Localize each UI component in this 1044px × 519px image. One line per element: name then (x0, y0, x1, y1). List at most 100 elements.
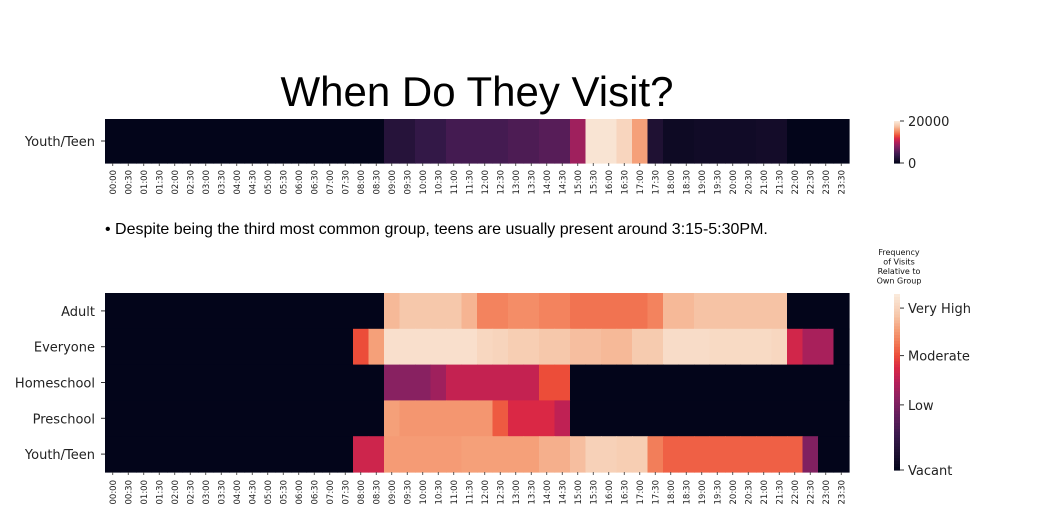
heatmap-cell (291, 293, 308, 330)
x-tick-label: 18:30 (682, 170, 692, 195)
heatmap-cell (570, 400, 587, 437)
colorbar-segment (894, 440, 900, 445)
heatmap-cell (229, 400, 246, 437)
heatmap-cell (508, 293, 525, 330)
heatmap-cell (229, 364, 246, 401)
heatmap-cell (430, 293, 447, 330)
colorbar-segment (894, 455, 900, 459)
x-tick-label: 07:00 (326, 480, 336, 505)
heatmap-cell (461, 400, 478, 437)
heatmap-cell (771, 400, 788, 437)
heatmap-cell (508, 436, 525, 473)
heatmap-cell (647, 436, 664, 473)
heatmap-cell (725, 293, 742, 330)
heatmap-cell (601, 364, 618, 401)
heatmap-cell (663, 400, 680, 437)
colorbar-segment (894, 123, 900, 125)
colorbar-segment (894, 452, 900, 456)
x-tick-label: 18:00 (667, 170, 677, 195)
heatmap-cell (306, 293, 323, 330)
heatmap-cell (601, 436, 618, 473)
heatmap-cell (678, 293, 695, 330)
heatmap-cell (616, 400, 633, 437)
colorbar-tick-label: Very High (908, 302, 971, 317)
heatmap-cell (136, 364, 153, 401)
heatmap-cell (740, 328, 757, 366)
colorbar-segment (894, 151, 900, 154)
colorbar-segment (894, 142, 900, 144)
heatmap-cell (740, 400, 757, 437)
heatmap-cell (554, 364, 571, 401)
x-tick-label: 06:30 (310, 170, 320, 195)
heatmap-cell (446, 400, 463, 437)
x-tick-label: 21:30 (775, 170, 785, 195)
colorbar-segment (894, 434, 900, 439)
heatmap-cell (570, 293, 587, 330)
colorbar-segment (894, 417, 900, 421)
colorbar-segment (894, 390, 900, 395)
heatmap-cell (120, 328, 137, 366)
x-tick-label: 15:00 (574, 170, 584, 195)
heatmap-cell (213, 436, 230, 473)
colorbar-segment (894, 393, 900, 398)
x-tick-label: 15:30 (589, 480, 599, 505)
heatmap-cell (275, 436, 292, 473)
heatmap-cell (167, 400, 184, 437)
colorbar-segment (894, 134, 900, 136)
heatmap-cell (275, 364, 292, 401)
heatmap-cell (430, 364, 447, 401)
heatmap-cell (756, 400, 773, 437)
heatmap-cell (430, 400, 447, 437)
colorbar-segment (894, 367, 900, 371)
colorbar-segment (894, 302, 900, 307)
x-tick-label: 16:00 (605, 480, 615, 505)
x-tick-label: 16:30 (620, 480, 630, 505)
colorbar-segment (894, 338, 900, 342)
colorbar-segment (894, 332, 900, 336)
colorbar-segment (894, 151, 900, 153)
heatmap-cell (167, 328, 184, 366)
colorbar-segment (894, 158, 900, 161)
heatmap-cell (663, 364, 680, 401)
colorbar-segment (894, 149, 900, 151)
heatmap-cell (632, 293, 649, 330)
colorbar-segment (894, 376, 900, 380)
x-tick-label: 04:30 (248, 170, 258, 195)
heatmap-cell (787, 328, 804, 366)
heatmap-cell (771, 364, 788, 401)
heatmap-cell (756, 119, 773, 164)
colorbar-segment (894, 358, 900, 363)
heatmap-cell (632, 328, 649, 366)
heatmap-cell (694, 400, 711, 437)
x-tick-label: 08:00 (357, 480, 367, 505)
colorbar-segment (894, 130, 900, 132)
heatmap-cell (833, 119, 850, 164)
heatmap-cell (244, 293, 261, 330)
heatmap-cell (136, 436, 153, 473)
x-tick-label: 03:30 (217, 480, 227, 505)
heatmap-cell (616, 436, 633, 473)
colorbar-segment (894, 379, 900, 383)
heatmap-cell (446, 293, 463, 330)
heatmap-cell (570, 119, 587, 164)
heatmap-cell (322, 119, 339, 164)
colorbar-segment (894, 146, 900, 149)
heatmap-cell (756, 328, 773, 366)
colorbar-segment (894, 352, 900, 357)
colorbar-segment (894, 467, 900, 471)
x-tick-label: 14:00 (543, 480, 553, 505)
colorbar-segment (894, 132, 900, 134)
x-tick-label: 11:00 (450, 480, 460, 505)
heatmap-cell (477, 119, 494, 164)
heatmap-cell (787, 364, 804, 401)
heatmap-cell (151, 328, 168, 366)
heatmap-cell (384, 328, 401, 366)
heatmap-cell (105, 328, 122, 366)
heatmap-cell (802, 119, 819, 164)
heatmap-cell (105, 400, 122, 437)
colorbar-segment (894, 370, 900, 374)
heatmap-cell (306, 328, 323, 366)
heatmap-cell (740, 436, 757, 473)
heatmap-cell (756, 293, 773, 330)
colorbar-segment (894, 323, 900, 327)
